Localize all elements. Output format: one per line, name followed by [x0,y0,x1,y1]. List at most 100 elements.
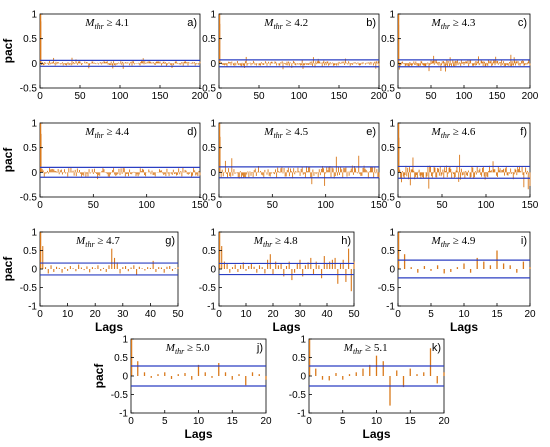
threshold-annotation: Mthr ≥ 4.6 [431,126,476,140]
y-tick-label: -0.5 [111,390,129,401]
y-tick-label: 0 [31,59,37,70]
y-tick-label: -0.5 [199,283,217,294]
y-tick-label: 0.5 [23,143,37,154]
y-tick-label: -0.5 [20,283,38,294]
y-tick-label: 0.5 [292,353,306,364]
x-tick-label: 10 [240,309,252,320]
y-tick-label: -1 [28,302,37,313]
x-tick-label: 200 [371,91,388,102]
x-tick-label: 50 [267,200,279,211]
x-tick-label: 50 [74,91,86,102]
x-tick-label: 10 [193,416,205,427]
y-tick-label: 0.5 [114,353,128,364]
x-tick-label: 0 [216,91,222,102]
y-tick-label: 0 [389,59,395,70]
panel-tag: i) [521,235,527,247]
x-tick-label: 15 [405,416,417,427]
x-tick-label: 0 [37,91,43,102]
y-axis-label: pacf [1,38,15,64]
x-tick-label: 0 [395,200,401,211]
threshold-annotation: Mthr ≥ 4.3 [431,17,476,31]
x-axis-label: Lags [450,320,478,334]
threshold-annotation: Mthr ≥ 4.5 [263,126,308,140]
x-axis-label: Lags [95,320,123,334]
x-tick-label: 50 [88,200,100,211]
y-tick-label: 0.5 [381,34,395,45]
threshold-annotation: Mthr ≥ 5.0 [165,342,210,356]
x-tick-label: 0 [216,200,222,211]
x-tick-label: 50 [253,91,265,102]
x-tick-label: 200 [522,91,539,102]
plot-frame [397,122,531,198]
plot-frame [218,122,380,198]
y-tick-label: -0.5 [20,193,38,204]
x-tick-label: 0 [306,416,312,427]
panel-tag: k) [432,342,441,354]
x-tick-label: 20 [260,416,272,427]
x-tick-label: 100 [478,200,495,211]
panel-tag: f) [520,126,527,138]
x-tick-label: 0 [37,200,43,211]
panel-tag: a) [187,17,197,29]
threshold-annotation: Mthr ≥ 4.7 [75,235,120,249]
y-tick-label: -0.5 [378,84,396,95]
y-tick-label: 1 [122,335,128,346]
y-tick-label: 1 [31,119,37,130]
x-tick-label: 0 [216,309,222,320]
x-tick-label: 100 [456,91,473,102]
x-tick-label: 20 [267,309,279,320]
x-axis-label: Lags [272,320,300,334]
x-tick-label: 10 [458,309,470,320]
y-tick-label: 1 [31,228,37,239]
x-tick-label: 150 [192,200,209,211]
x-tick-label: 20 [90,309,102,320]
x-tick-label: 0 [395,91,401,102]
y-tick-label: -0.5 [20,84,38,95]
panel-tag: h) [341,235,351,247]
y-axis-label: pacf [92,363,106,389]
panel-tag: j) [256,342,263,354]
x-tick-label: 40 [145,309,157,320]
y-axis-label: pacf [1,147,15,173]
y-tick-label: 0.5 [202,34,216,45]
y-tick-label: 0 [389,265,395,276]
plot-frame [39,13,201,89]
x-tick-label: 5 [162,416,168,427]
panel-tag: e) [366,126,376,138]
x-tick-label: 150 [522,200,539,211]
x-tick-label: 0 [128,416,134,427]
y-tick-label: 0 [31,265,37,276]
y-tick-label: 0 [300,372,306,383]
plot-frame [397,13,531,89]
x-tick-label: 0 [37,309,43,320]
x-axis-label: Lags [362,427,390,441]
x-tick-label: 50 [348,309,360,320]
y-tick-label: 0.5 [381,246,395,257]
y-tick-label: -1 [207,302,216,313]
y-tick-label: -0.5 [199,84,217,95]
x-tick-label: 20 [438,416,450,427]
y-tick-label: 1 [210,119,216,130]
x-tick-label: 150 [331,91,348,102]
y-tick-label: 1 [210,10,216,21]
panel-tag: b) [366,17,376,29]
y-tick-label: 1 [389,119,395,130]
threshold-annotation: Mthr ≥ 4.1 [84,17,129,31]
y-tick-label: -0.5 [378,193,396,204]
y-tick-label: 0 [122,372,128,383]
x-tick-label: 30 [117,309,129,320]
x-tick-label: 150 [371,200,388,211]
y-tick-label: 1 [389,228,395,239]
y-tick-label: 0.5 [381,143,395,154]
x-tick-label: 100 [291,91,308,102]
panel-tag: g) [165,235,175,247]
x-tick-label: 15 [491,309,503,320]
